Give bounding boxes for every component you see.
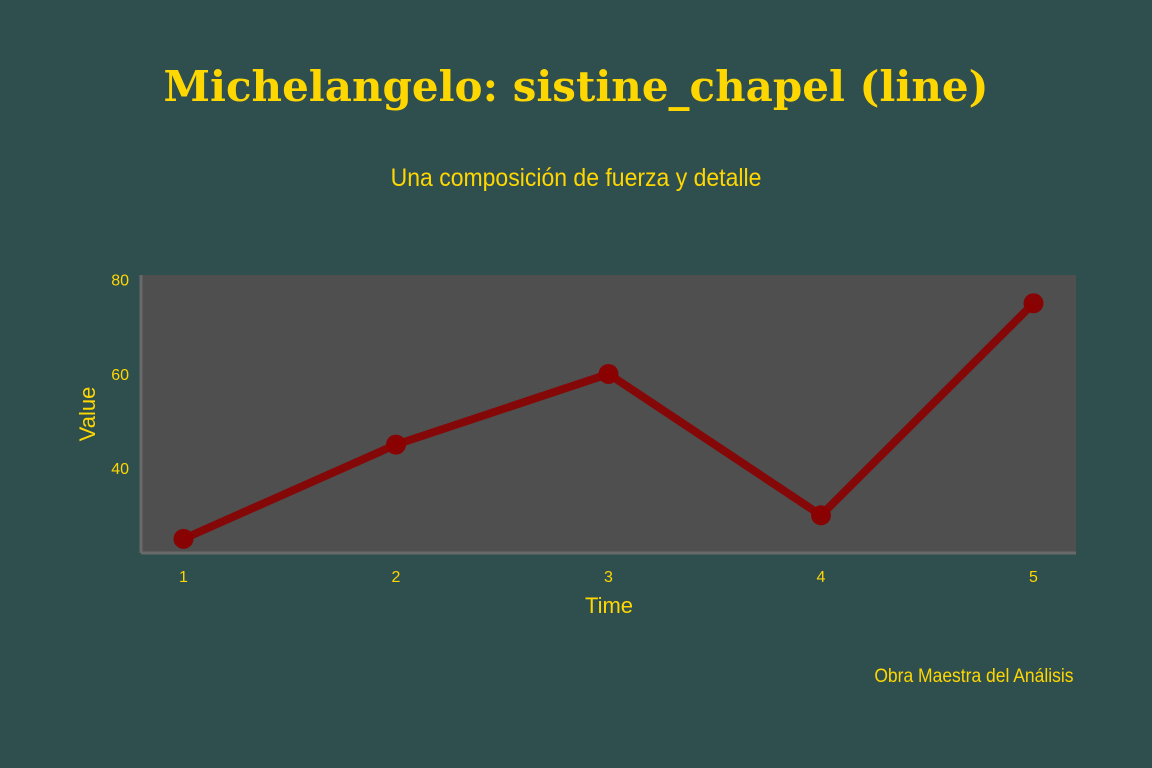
y-tick-label: 80 [111,273,129,290]
chart-subtitle: Una composición de fuerza y detalle [390,164,762,192]
footer-credit: Obra Maestra del Análisis [873,666,1073,687]
data-point [1023,293,1044,314]
x-tick-labels: 1 2 3 4 5 [179,569,1038,586]
data-point [811,505,831,526]
x-tick-label: 3 [604,569,613,586]
y-axis-label: Value [75,387,100,442]
y-tick-label: 60 [111,367,129,384]
data-point [173,528,194,549]
plot-background [141,275,1076,553]
y-tick-label: 40 [111,461,129,478]
y-tick-labels: 40 60 80 [111,273,129,478]
data-series [173,293,1044,549]
data-point [386,434,406,455]
x-axis-label: Time [585,593,633,618]
x-tick-label: 2 [392,569,401,586]
x-tick-label: 1 [179,569,188,586]
chart-title: Michelangelo: sistine_chapel (line) [163,62,989,111]
x-tick-label: 4 [817,569,826,586]
data-point [598,363,619,384]
x-tick-label: 5 [1029,569,1038,586]
